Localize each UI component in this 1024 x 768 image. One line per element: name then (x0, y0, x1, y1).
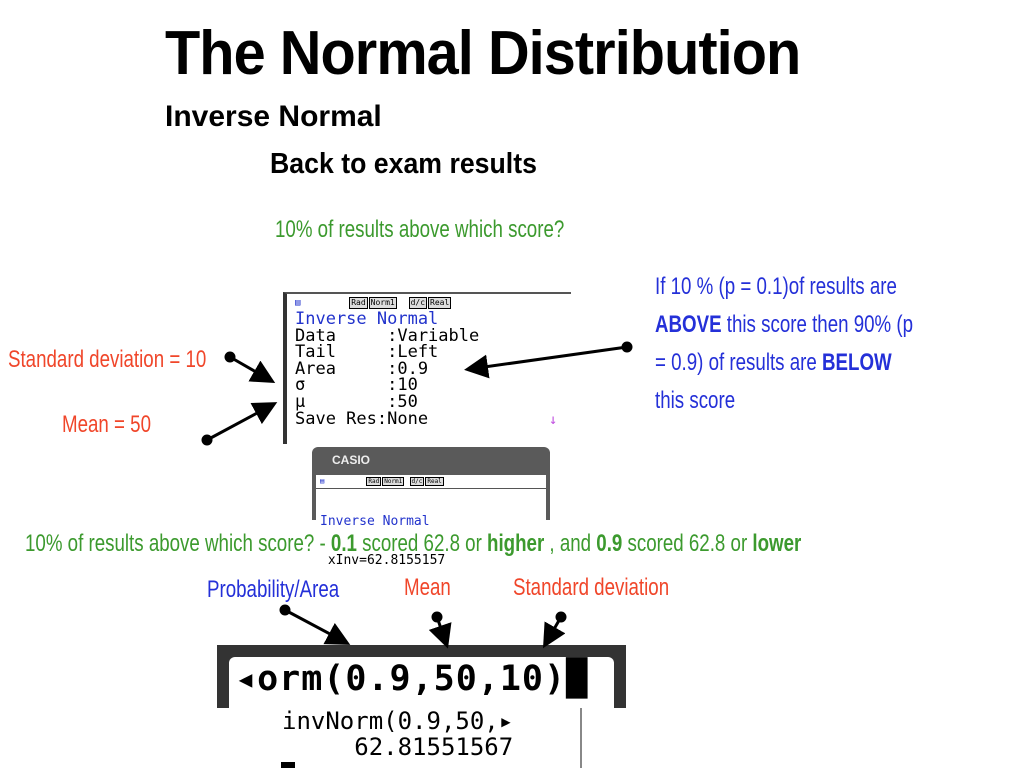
slide-subtitle: Inverse Normal (165, 100, 382, 133)
mean-arrow (206, 402, 278, 442)
param-row: Tail :Left (295, 342, 439, 363)
invnorm-result: 62.81551567 (282, 733, 514, 761)
param-row: Save Res:None (295, 408, 429, 429)
slide-title: The Normal Distribution (165, 19, 801, 88)
explanation-text: If 10 % (p = 0.1)of results are ABOVE th… (655, 268, 913, 420)
answer-emphasis: lower (752, 530, 802, 557)
sd-label: Standard deviation = 10 (8, 346, 207, 373)
battery-icon: ▤ (320, 477, 325, 485)
question-text: 10% of results above which score? (275, 216, 565, 243)
battery-icon: ▤ (295, 298, 301, 308)
answer-emphasis: higher (487, 530, 545, 557)
prob-arrow (284, 608, 351, 645)
explanation-line: = 0.9) of results are (655, 349, 823, 376)
screen-header: Inverse Normal (295, 309, 439, 329)
answer-text: 10% of results above which score? - 0.1 … (25, 530, 801, 558)
explanation-line: If 10 % (p = 0.1)of results are (655, 273, 897, 300)
answer-part: 10% of results above which score? - (25, 530, 331, 557)
casio-result-screen: CASIO ▤ Rad Norm1 d/c Real Inverse Normal … (312, 447, 550, 567)
answer-part: , and (544, 530, 597, 557)
param-row: σ :10 (295, 375, 418, 396)
status-tag: d/c (409, 477, 425, 486)
status-tag: Rad (366, 477, 382, 486)
status-tag: Norm1 (368, 297, 397, 309)
param-row: Data :Variable (295, 325, 480, 346)
param-row: Area :0.9 (295, 358, 429, 379)
status-tag: d/c (408, 297, 428, 309)
status-tag: Norm1 (382, 477, 405, 486)
status-bar: ▤ Rad Norm1 d/c Real (295, 297, 452, 309)
casio-logo: CASIO (332, 453, 371, 467)
ti-history-display: invNorm(0.9,50,▸ 62.81551567 (276, 708, 582, 768)
section-heading: Back to exam results (270, 148, 537, 180)
status-bar: ▤ Rad Norm1 d/c Real (316, 475, 546, 489)
invnorm-entry: ◂orm(0.9,50,10)█ (229, 657, 614, 708)
xinv-result: xInv=62.8155157 (320, 553, 446, 568)
status-tag: Real (425, 477, 444, 486)
answer-part: scored 62.8 or (356, 530, 488, 557)
param-row: μ :50 (295, 391, 418, 412)
answer-emphasis: 0.9 (596, 530, 623, 557)
answer-part: scored 62.8 or (622, 530, 753, 557)
scroll-down-icon: ↓ (549, 412, 558, 428)
invnorm-history: invNorm(0.9,50,▸ (282, 707, 514, 735)
explanation-line: this score then 90% (p (721, 311, 914, 338)
probability-label: Probability/Area (207, 576, 340, 603)
calculator-screen-input: ▤ Rad Norm1 d/c Real Inverse Normal Data :… (283, 292, 571, 444)
sd-arg-label: Standard deviation (513, 574, 670, 601)
sd-arrow (229, 355, 276, 383)
explanation-line: this score (655, 387, 736, 414)
ti-entry-display: ◂orm(0.9,50,10)█ (217, 645, 626, 708)
answer-emphasis: 0.1 (330, 530, 357, 557)
below-emphasis: BELOW (822, 349, 892, 376)
sd-arg-arrow (543, 616, 566, 649)
status-tag: Rad (349, 297, 368, 309)
cursor (281, 762, 295, 768)
above-emphasis: ABOVE (655, 311, 722, 338)
status-tag: Real (428, 297, 452, 309)
area-arrow (464, 345, 628, 379)
mean-arg-label: Mean (404, 574, 451, 601)
screen-header: Inverse Normal (320, 514, 430, 529)
mean-label: Mean = 50 (62, 411, 151, 438)
mean-arg-arrow (428, 616, 452, 649)
